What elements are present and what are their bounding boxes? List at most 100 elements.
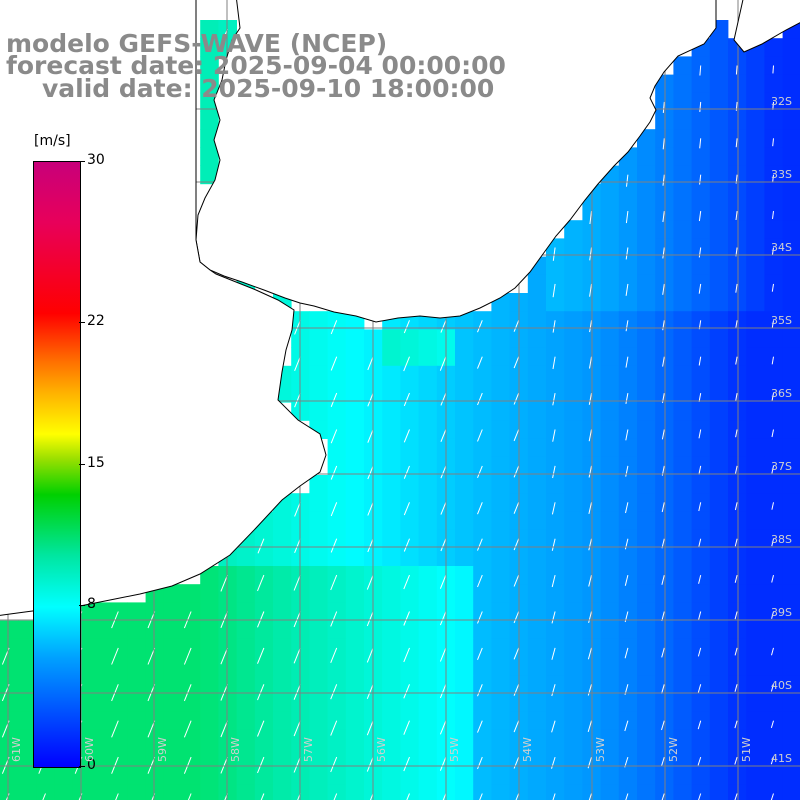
- wind-cell: [145, 766, 165, 785]
- wind-arrow: [440, 538, 447, 552]
- wind-arrow: [477, 429, 483, 442]
- wind-cell: [637, 638, 656, 658]
- wind-cell: [746, 620, 765, 640]
- wind-cell: [163, 784, 183, 800]
- wind-cell: [455, 438, 474, 458]
- colorbar-label: 8: [87, 595, 96, 612]
- wind-cell: [600, 638, 620, 658]
- wind-cell: [382, 365, 401, 385]
- wind-cell: [728, 438, 747, 458]
- wind-cell: [618, 220, 638, 239]
- wind-cell: [746, 675, 765, 694]
- wind-cell: [618, 365, 638, 385]
- wind-arrow: [366, 720, 374, 736]
- wind-cell: [254, 729, 274, 749]
- wind-arrow: [260, 793, 265, 800]
- wind-arrow: [367, 502, 374, 516]
- latitude-label: 32S: [771, 95, 792, 108]
- wind-cell: [473, 475, 492, 494]
- wind-cell: [127, 729, 146, 749]
- wind-cell: [491, 420, 510, 439]
- wind-cell: [327, 438, 347, 458]
- wind-cell: [400, 475, 419, 494]
- wind-arrow: [661, 793, 665, 800]
- wind-cell: [400, 766, 419, 785]
- wind-cell: [782, 183, 800, 203]
- wind-cell: [327, 329, 347, 348]
- wind-cell: [491, 784, 510, 800]
- wind-cell: [600, 748, 620, 767]
- wind-cell: [728, 220, 747, 239]
- wind-cell: [400, 784, 419, 800]
- wind-cell: [600, 693, 620, 712]
- wind-cell: [18, 748, 37, 767]
- wind-arrow: [403, 392, 410, 407]
- wind-cell: [400, 620, 419, 640]
- wind-cell: [709, 256, 729, 276]
- wind-cell: [782, 456, 800, 476]
- wind-cell: [673, 365, 692, 385]
- wind-cell: [345, 584, 365, 603]
- colorbar: [33, 161, 81, 768]
- wind-arrow: [294, 356, 301, 371]
- wind-cell: [200, 92, 219, 112]
- wind-arrow: [625, 429, 629, 441]
- wind-cell: [673, 92, 692, 112]
- wind-cell: [218, 657, 237, 676]
- wind-cell: [527, 293, 547, 312]
- wind-cell: [600, 183, 620, 203]
- wind-cell: [382, 729, 401, 749]
- wind-cell: [327, 766, 347, 785]
- wind-cell: [527, 657, 547, 676]
- wind-cell: [273, 693, 292, 712]
- wind-arrow: [111, 647, 119, 665]
- wind-cell: [309, 347, 328, 367]
- wind-cell: [637, 147, 656, 166]
- wind-cell: [163, 620, 183, 640]
- wind-arrow: [698, 211, 702, 222]
- wind-arrow: [111, 720, 119, 738]
- wind-cell: [455, 384, 474, 403]
- wind-arrow: [588, 429, 592, 442]
- wind-cell: [673, 748, 692, 767]
- wind-cell: [382, 529, 401, 549]
- wind-cell: [546, 256, 565, 276]
- wind-cell: [163, 602, 183, 621]
- wind-cell: [0, 729, 19, 749]
- wind-cell: [691, 293, 711, 312]
- wind-cell: [728, 784, 747, 800]
- wind-cell: [327, 475, 347, 494]
- wind-cell: [455, 402, 474, 421]
- wind-cell: [673, 566, 692, 585]
- wind-arrow: [735, 320, 738, 329]
- colorbar-tick: [79, 463, 85, 465]
- wind-cell: [127, 766, 146, 785]
- wind-cell: [546, 693, 565, 712]
- wind-cell: [127, 693, 146, 712]
- wind-arrow: [699, 138, 702, 149]
- wind-cell: [400, 584, 419, 603]
- wind-cell: [546, 293, 565, 312]
- wind-cell: [600, 784, 620, 800]
- wind-cell: [418, 784, 438, 800]
- wind-cell: [782, 602, 800, 621]
- wind-cell: [236, 566, 256, 585]
- wind-cell: [564, 784, 583, 800]
- wind-cell: [91, 657, 110, 676]
- wind-cell: [218, 693, 237, 712]
- wind-cell: [600, 220, 620, 239]
- wind-cell: [91, 693, 110, 712]
- latitude-label: 37S: [771, 460, 792, 473]
- wind-cell: [673, 147, 692, 166]
- wind-cell: [491, 311, 510, 330]
- wind-cell: [527, 365, 547, 385]
- wind-arrow: [662, 283, 665, 295]
- wind-cell: [418, 602, 438, 621]
- wind-cell: [382, 638, 401, 658]
- wind-cell: [236, 657, 256, 676]
- wind-cell: [728, 475, 747, 494]
- wind-cell: [600, 711, 620, 731]
- wind-cell: [746, 766, 765, 785]
- wind-cell: [273, 584, 292, 603]
- wind-speed-field: [0, 20, 800, 800]
